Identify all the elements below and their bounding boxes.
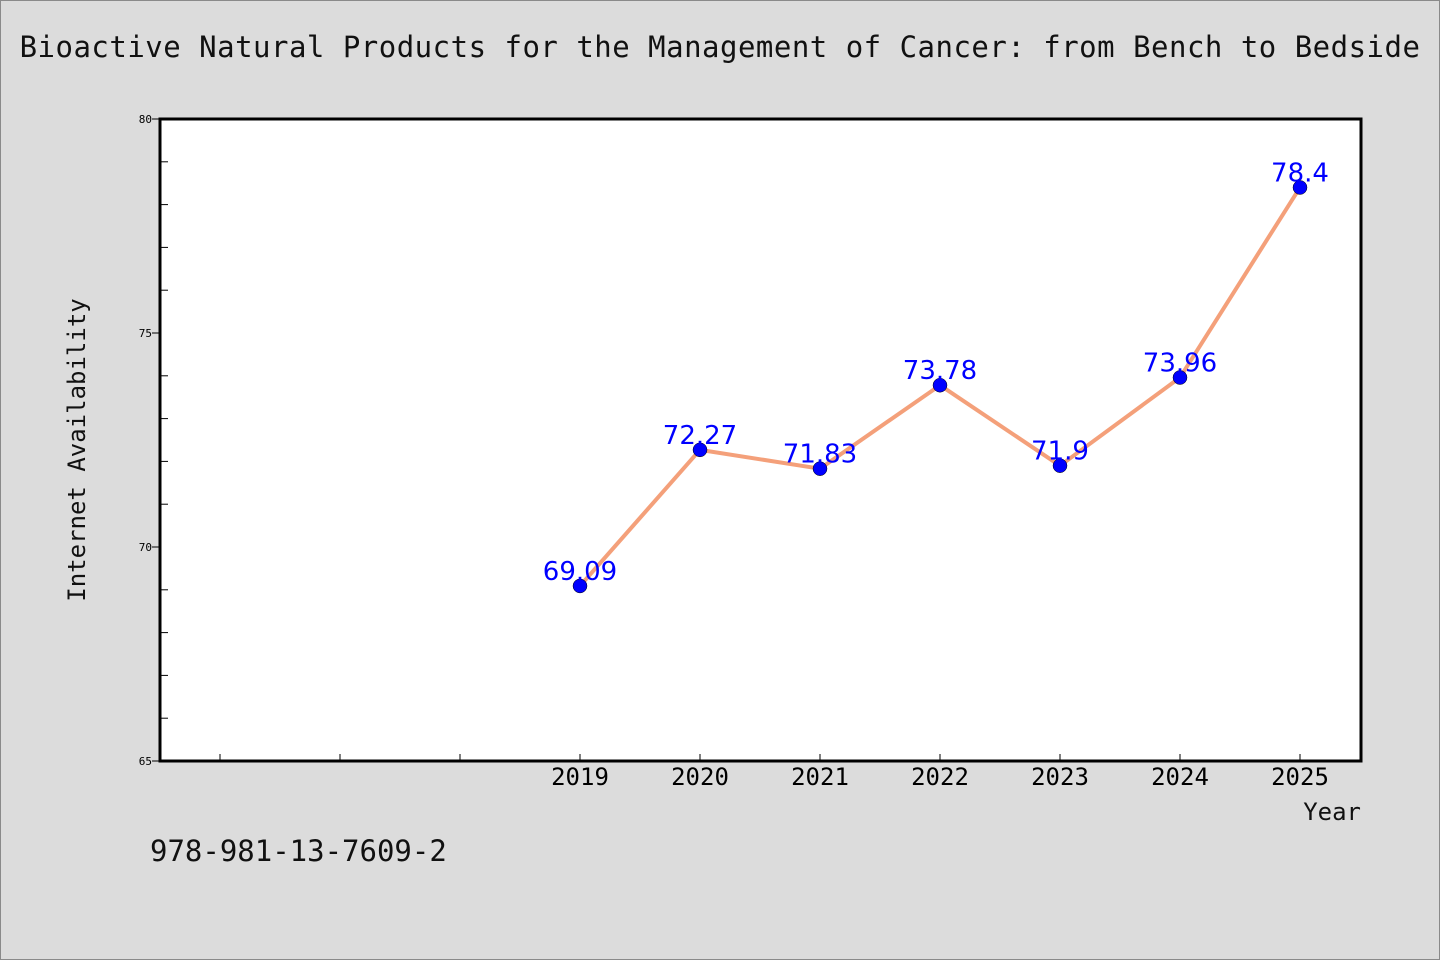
x-tick-label: 2024	[1151, 763, 1209, 791]
data-point	[812, 461, 828, 476]
data-point	[932, 377, 948, 393]
x-tick-label: 2021	[791, 763, 849, 791]
data-label: 73.78	[903, 356, 977, 386]
isbn-footnote: 978-981-13-7609-2	[150, 834, 447, 868]
y-tick-label: 70	[139, 541, 152, 554]
x-tick-label: 2025	[1271, 763, 1329, 791]
data-point	[1052, 458, 1068, 473]
y-axis-title: Internet Availability	[63, 298, 91, 601]
y-tick-label: 80	[139, 113, 152, 126]
x-tick-label: 2022	[911, 763, 969, 791]
plot-area	[160, 119, 1361, 761]
data-label: 73.96	[1143, 349, 1217, 379]
data-label: 71.83	[783, 440, 857, 470]
data-point	[692, 442, 708, 458]
x-tick-label: 2020	[671, 763, 729, 791]
x-tick-label: 2023	[1031, 763, 1089, 791]
x-tick-label: 2019	[551, 763, 609, 791]
chart-title: Bioactive Natural Products for the Manag…	[19, 30, 1421, 64]
data-point	[572, 578, 588, 594]
data-label: 72.27	[663, 421, 737, 451]
y-tick-label: 65	[139, 755, 152, 768]
x-axis-title: Year	[1303, 798, 1361, 826]
data-point	[1292, 180, 1308, 195]
data-label: 78.4	[1271, 158, 1329, 188]
data-label: 69.09	[543, 557, 617, 587]
data-point	[1172, 370, 1188, 385]
plot-border	[158, 117, 1363, 763]
data-label: 71.9	[1031, 437, 1089, 467]
y-tick-label: 75	[139, 327, 152, 340]
